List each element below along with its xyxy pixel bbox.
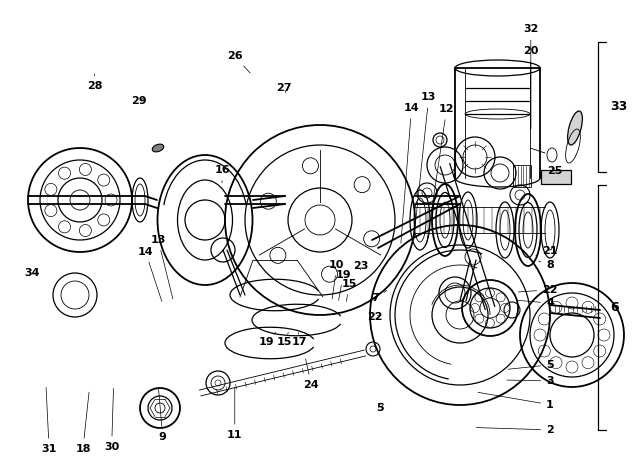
Text: 10: 10 (329, 260, 345, 299)
Text: 7: 7 (371, 290, 387, 304)
Bar (541, 170, 571, 184)
Text: 17: 17 (292, 332, 308, 347)
Text: 22: 22 (367, 312, 383, 323)
Text: 23: 23 (353, 261, 368, 271)
Text: 14: 14 (401, 103, 419, 243)
Text: 4: 4 (518, 298, 554, 308)
Text: 25: 25 (547, 166, 563, 176)
Text: 8: 8 (538, 260, 554, 270)
Text: 27: 27 (276, 83, 292, 93)
Text: 28: 28 (87, 74, 102, 92)
Text: 19: 19 (336, 269, 351, 300)
Text: 29: 29 (131, 95, 147, 106)
Text: 1: 1 (478, 392, 554, 410)
Text: 33: 33 (610, 101, 627, 114)
Text: 13: 13 (413, 92, 436, 239)
Text: 12: 12 (427, 104, 454, 244)
Text: 2: 2 (476, 425, 554, 435)
Text: 5: 5 (508, 360, 554, 370)
Text: 3: 3 (507, 376, 554, 386)
Text: 19: 19 (259, 332, 276, 347)
Text: 14: 14 (138, 247, 162, 301)
Text: 26: 26 (227, 51, 250, 73)
Text: 21: 21 (536, 246, 558, 256)
Ellipse shape (568, 111, 582, 145)
Text: 20: 20 (523, 46, 538, 129)
Text: 9: 9 (158, 388, 167, 442)
Text: 18: 18 (75, 392, 91, 454)
Text: 11: 11 (227, 388, 242, 440)
Bar (513, 165, 531, 187)
Text: 30: 30 (104, 389, 119, 452)
Text: 22: 22 (518, 285, 558, 295)
Text: 16: 16 (214, 165, 230, 183)
Text: 31: 31 (41, 388, 57, 454)
Text: 34: 34 (24, 268, 40, 278)
Text: 32: 32 (523, 24, 538, 128)
Text: 6: 6 (610, 301, 619, 314)
Ellipse shape (152, 144, 164, 152)
Text: 15: 15 (342, 279, 357, 301)
Text: 5: 5 (376, 402, 384, 413)
Text: 13: 13 (151, 235, 173, 299)
Text: 15: 15 (276, 332, 292, 347)
Text: 24: 24 (304, 359, 319, 390)
